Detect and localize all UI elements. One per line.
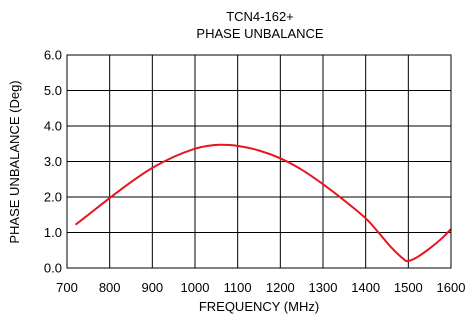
plot-frame [66, 54, 452, 269]
x-tick-label: 1300 [309, 280, 338, 295]
x-tick-label: 1000 [181, 280, 210, 295]
x-tick-label: 1200 [266, 280, 295, 295]
chart-subtitle: PHASE UNBALANCE [196, 26, 323, 41]
y-tick-label: 2.0 [44, 190, 62, 205]
x-tick-label: 1100 [224, 280, 252, 295]
x-tick-label: 1500 [394, 280, 423, 295]
series-layer [74, 143, 452, 263]
x-axis-label: FREQUENCY (MHz) [199, 299, 319, 314]
y-tick-label: 6.0 [44, 48, 62, 63]
y-tick-label: 3.0 [44, 154, 62, 169]
y-tick-label: 4.0 [44, 119, 62, 134]
x-tick-label: 1600 [437, 280, 466, 295]
grid [66, 54, 452, 269]
x-tick-label: 700 [56, 280, 78, 295]
y-tick-labels: 0.0 1.0 2.0 3.0 4.0 5.0 6.0 [44, 48, 62, 276]
y-tick-label: 5.0 [44, 83, 62, 98]
y-tick-label: 0.0 [44, 261, 62, 276]
series-line [74, 143, 452, 263]
y-axis-label: PHASE UNBALANCE (Deg) [7, 80, 22, 243]
x-tick-label: 800 [99, 280, 121, 295]
x-tick-label: 1400 [351, 280, 380, 295]
x-tick-label: 900 [141, 280, 163, 295]
x-tick-labels: 700 800 900 1000 1100 1200 1300 1400 1500 1600 [56, 280, 465, 295]
chart-title: TCN4-162+ [226, 9, 294, 24]
y-tick-label: 1.0 [44, 225, 62, 240]
